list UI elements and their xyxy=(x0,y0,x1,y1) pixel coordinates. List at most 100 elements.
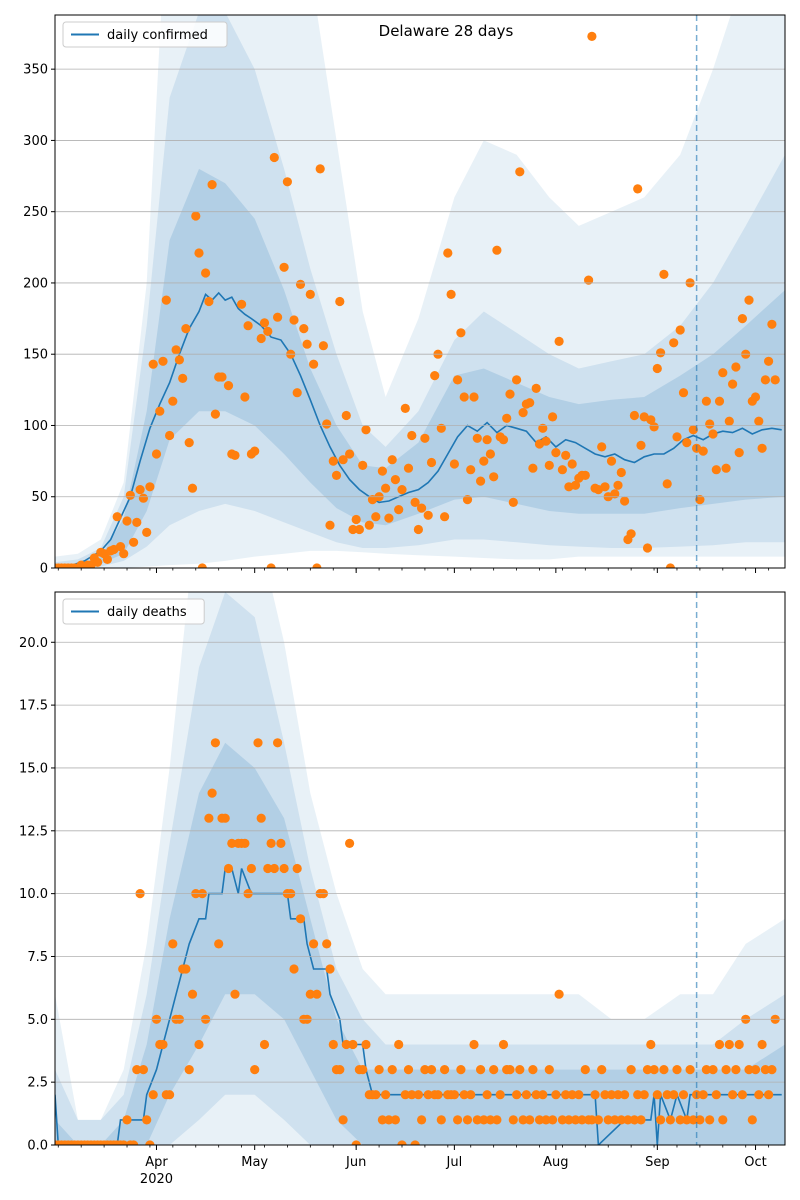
observed-point xyxy=(511,1090,522,1100)
y-tick-label: 0 xyxy=(40,562,48,577)
observed-point xyxy=(305,989,315,999)
observed-point xyxy=(309,939,319,949)
observed-point xyxy=(168,396,178,406)
observed-point xyxy=(544,1065,554,1075)
observed-point xyxy=(387,455,397,465)
observed-point xyxy=(633,1090,643,1100)
observed-point xyxy=(387,1065,397,1075)
observed-point xyxy=(256,333,266,344)
observed-point xyxy=(361,425,371,435)
observed-point xyxy=(443,248,453,258)
y-tick-label: 5.0 xyxy=(27,1013,48,1028)
observed-point xyxy=(125,490,135,500)
observed-point xyxy=(482,1090,492,1100)
observed-point xyxy=(161,295,171,305)
observed-point xyxy=(472,1115,482,1125)
observed-point xyxy=(371,512,381,522)
plot-area xyxy=(55,592,785,1145)
observed-point xyxy=(623,1115,633,1125)
observed-point xyxy=(544,460,554,470)
observed-point xyxy=(299,324,309,334)
observed-point xyxy=(204,296,214,307)
observed-point xyxy=(361,1039,371,1050)
observed-point xyxy=(322,419,332,429)
observed-point xyxy=(315,164,325,174)
observed-point xyxy=(449,459,459,469)
observed-point xyxy=(351,1140,361,1145)
observed-point xyxy=(377,1115,387,1125)
observed-point xyxy=(597,1065,607,1075)
confirmed-panel: 0 50 100 150 200 250 300 350 Delaware 28 days dai… xyxy=(23,14,786,577)
observed-point xyxy=(132,1065,142,1075)
observed-point xyxy=(266,838,276,849)
observed-point xyxy=(629,1115,640,1125)
observed-point xyxy=(223,863,234,874)
observed-point xyxy=(711,1090,721,1100)
observed-point xyxy=(511,375,522,385)
observed-point xyxy=(407,1090,417,1100)
legend-box xyxy=(62,21,228,48)
observed-point xyxy=(688,1115,698,1125)
observed-point xyxy=(345,449,355,459)
observed-point xyxy=(93,557,103,567)
x-year-label: 2020 xyxy=(140,1172,173,1187)
observed-point xyxy=(436,1115,446,1125)
observed-point xyxy=(764,1090,774,1100)
observed-point xyxy=(394,505,404,515)
observed-point xyxy=(194,1039,204,1050)
observed-point xyxy=(561,1090,571,1100)
observed-point xyxy=(721,1065,731,1075)
y-tick-label: 50 xyxy=(31,490,48,505)
observed-point xyxy=(171,345,181,355)
observed-point xyxy=(616,467,626,478)
observed-point xyxy=(626,529,636,539)
observed-point xyxy=(541,1115,551,1125)
y-tick-label: 150 xyxy=(23,348,48,363)
observed-point xyxy=(289,315,299,325)
observed-point xyxy=(446,289,456,299)
observed-point xyxy=(358,1065,368,1075)
observed-point xyxy=(642,1065,653,1075)
observed-point xyxy=(187,483,198,493)
observed-point xyxy=(263,863,273,874)
observed-point xyxy=(295,914,306,924)
legend-box xyxy=(62,598,205,625)
y-tick-label: 17.5 xyxy=(19,699,48,714)
observed-point xyxy=(551,448,561,458)
legend-label: daily deaths xyxy=(107,605,187,620)
observed-point xyxy=(253,738,263,748)
observed-point xyxy=(145,1140,155,1145)
observed-point xyxy=(129,1140,139,1145)
y-tick-label: 350 xyxy=(23,63,48,78)
observed-point xyxy=(292,388,302,398)
observed-point xyxy=(403,1065,414,1075)
observed-point xyxy=(600,482,610,492)
observed-point xyxy=(767,1065,777,1075)
observed-point xyxy=(158,356,168,366)
observed-point xyxy=(407,430,417,441)
observed-point xyxy=(325,520,335,530)
observed-point xyxy=(760,1065,771,1075)
observed-point xyxy=(201,268,211,278)
observed-point xyxy=(613,1090,623,1100)
observed-point xyxy=(606,1090,617,1100)
axes-frame xyxy=(54,14,786,569)
observed-point xyxy=(665,1115,676,1125)
observed-point xyxy=(764,356,774,366)
observed-point xyxy=(714,396,725,406)
observed-point xyxy=(237,299,247,309)
observed-point xyxy=(440,512,450,522)
observed-point xyxy=(682,1115,692,1125)
observed-point xyxy=(574,1090,584,1100)
observed-point xyxy=(302,339,312,349)
observed-point xyxy=(492,1115,502,1125)
observed-point xyxy=(151,449,162,459)
observed-point xyxy=(554,989,564,999)
observed-point xyxy=(230,989,240,999)
observed-point xyxy=(462,1115,473,1125)
y-tick-label: 12.5 xyxy=(19,824,48,839)
observed-point xyxy=(531,383,541,393)
observed-point xyxy=(744,1065,754,1075)
observed-point xyxy=(204,813,214,823)
observed-point xyxy=(453,1115,463,1125)
